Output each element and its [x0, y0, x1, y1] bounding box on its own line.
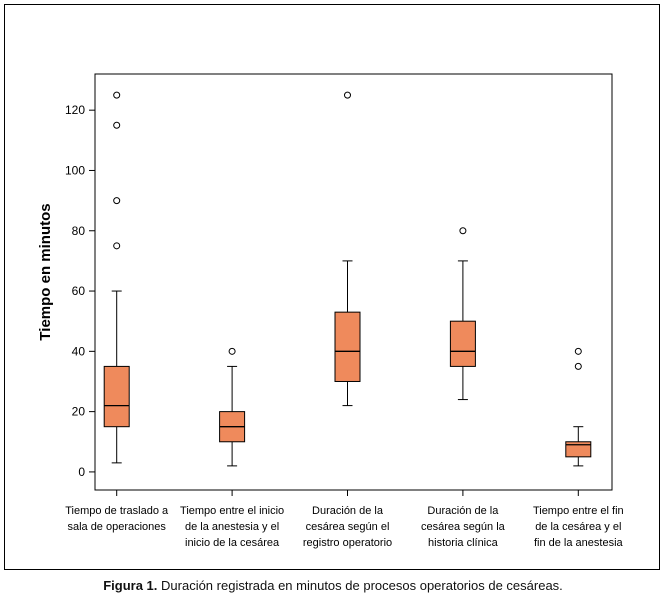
x-category-label-line: Tiempo entre el fin	[533, 505, 624, 517]
x-category-label-line: registro operatorio	[303, 537, 392, 549]
box	[334, 311, 361, 382]
y-tick-label: 100	[65, 163, 85, 177]
caption-text: Duración registrada en minutos de proces…	[161, 578, 563, 593]
figure-frame: 0 20 40 60 80 100 120 Tiempo en minutos Tiempo d…	[4, 4, 660, 570]
caption-figure-number: Figura 1.	[103, 578, 158, 593]
outlier-point	[113, 121, 121, 129]
y-tick-label: 60	[72, 284, 86, 298]
x-category-label-line: historia clínica	[428, 537, 499, 549]
x-category-label: Tiempo de traslado a sala de operaciones	[65, 505, 169, 533]
x-category-label-line: de la anestesia y el	[185, 521, 279, 533]
x-category-label-line: inicio de la cesárea	[185, 537, 280, 549]
y-tick-label: 20	[72, 405, 86, 419]
y-tick-label: 0	[78, 465, 85, 479]
boxplot-chart: 0 20 40 60 80 100 120 Tiempo en minutos Tiempo d…	[37, 73, 624, 549]
x-category-label-line: Duración de la	[312, 505, 384, 517]
x-category-label: Tiempo entre el inicio de la anestesia y …	[180, 505, 284, 549]
figure-caption: Figura 1. Duración registrada en minutos…	[0, 578, 666, 593]
plot-area	[94, 73, 613, 491]
outlier-point	[459, 227, 467, 235]
box	[103, 365, 130, 428]
x-category-label-line: cesárea según la	[421, 521, 506, 533]
x-category-label: Duración de la cesárea según el registro o…	[303, 505, 392, 549]
x-category-label-line: Tiempo de traslado a	[65, 505, 169, 517]
x-category-label-line: fin de la anestesia	[534, 537, 624, 549]
y-tick-label: 40	[72, 344, 86, 358]
x-category-label-line: Tiempo entre el inicio	[180, 505, 284, 517]
box	[449, 320, 476, 367]
outlier-point	[113, 91, 121, 99]
x-category-label-line: de la cesárea y el	[535, 521, 621, 533]
outlier-point	[344, 91, 351, 99]
x-category-label-line: sala de operaciones	[67, 521, 166, 533]
outlier-point	[113, 197, 121, 205]
outlier-point	[228, 347, 236, 355]
x-category-label: Tiempo entre el fin de la cesárea y el fin…	[533, 505, 624, 549]
y-tick-label: 120	[65, 103, 85, 117]
x-category-label: Duración de la cesárea según la historia c…	[421, 505, 506, 549]
x-category-label-line: Duración de la	[427, 505, 499, 517]
y-tick-label: 80	[72, 224, 86, 238]
x-category-label-line: cesárea según el	[306, 521, 390, 533]
outlier-point	[574, 362, 582, 370]
outlier-point	[113, 242, 121, 250]
box	[565, 441, 592, 458]
outlier-point	[574, 347, 582, 355]
y-axis-label: Tiempo en minutos	[37, 203, 54, 340]
